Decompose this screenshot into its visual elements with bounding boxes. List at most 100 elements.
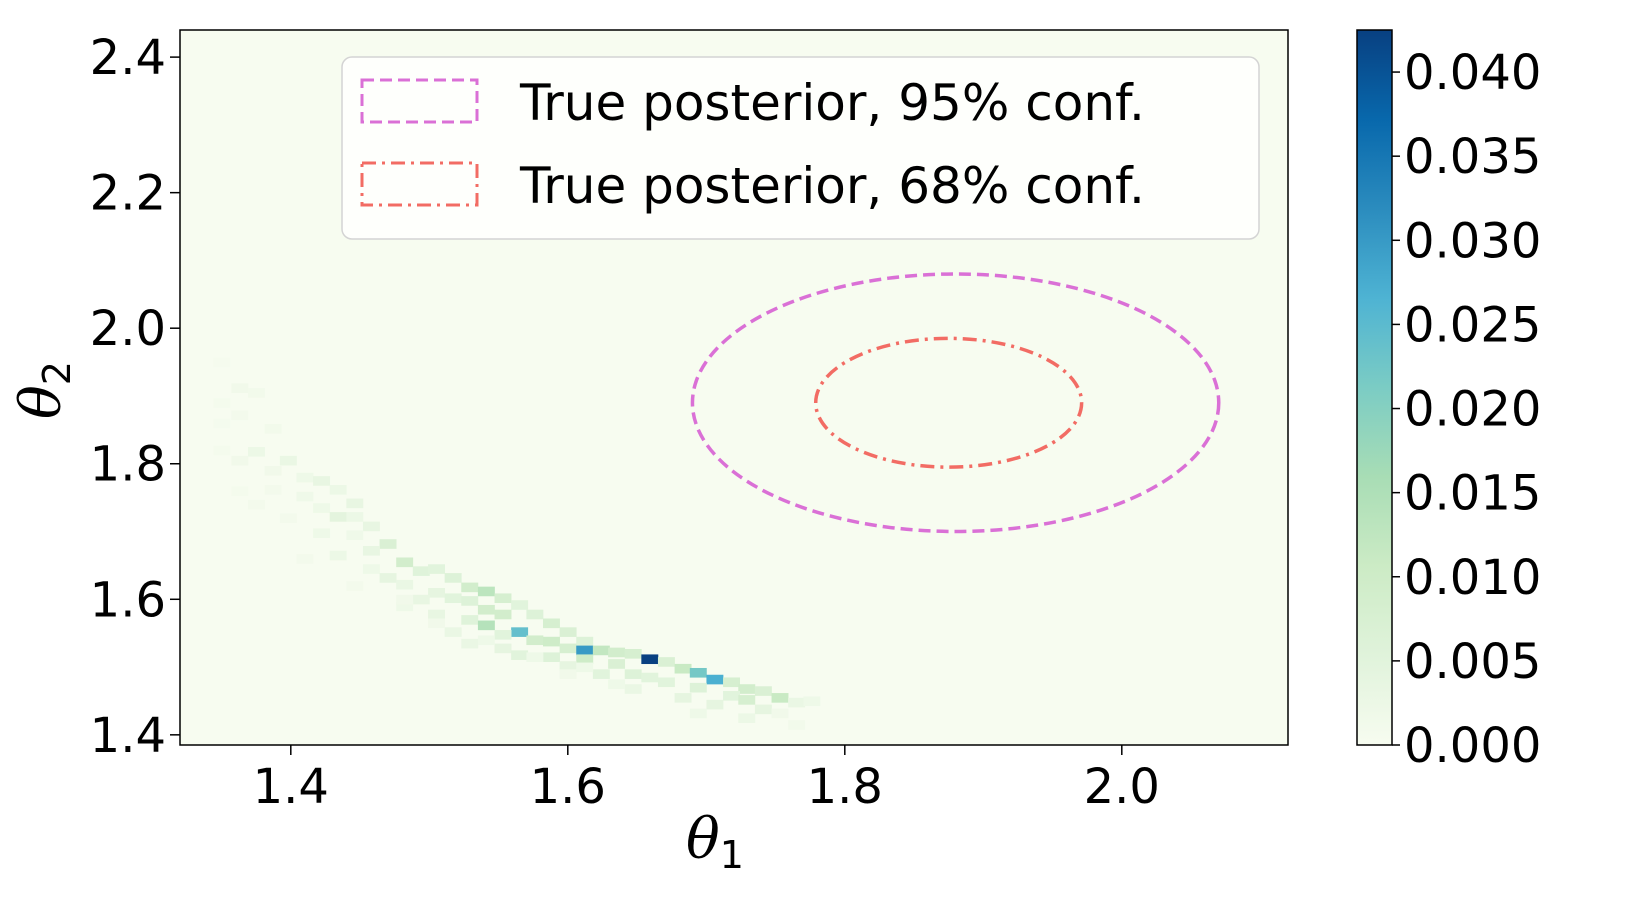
- heatmap-cell: [543, 618, 560, 629]
- heatmap-cell: [477, 620, 495, 631]
- heatmap-cell: [396, 557, 414, 568]
- heatmap-cell: [428, 564, 445, 574]
- legend-label-68: True posterior, 68% conf.: [519, 157, 1145, 215]
- heatmap-cell: [526, 609, 544, 620]
- heatmap-cell: [231, 455, 249, 466]
- heatmap-cell: [379, 539, 397, 549]
- heatmap-cell: [279, 513, 297, 524]
- heatmap-cell: [362, 564, 380, 574]
- y-tick-label: 1.8: [90, 437, 166, 493]
- heatmap-cell: [738, 695, 756, 705]
- colorbar-tick-label: 0.035: [1404, 129, 1541, 185]
- heatmap-cell: [494, 593, 512, 604]
- heatmap-cell: [396, 601, 414, 612]
- heatmap-cell: [428, 588, 445, 598]
- heatmap-cell: [657, 657, 675, 667]
- contour-lines: [690, 272, 1221, 534]
- colorbar-tick-label: 0.000: [1404, 718, 1541, 774]
- heatmap-cell: [296, 491, 314, 502]
- heatmap-cells: [213, 357, 821, 730]
- heatmap-cell: [329, 512, 347, 522]
- legend: True posterior, 95% conf. True posterior…: [341, 56, 1260, 240]
- heatmap-cell: [494, 609, 512, 620]
- heatmap-cell: [477, 604, 495, 615]
- heatmap-cell: [689, 667, 707, 678]
- heatmap-cell: [494, 630, 512, 640]
- x-axis-ticks: 1.4 1.6 1.8 2.0: [253, 745, 1160, 815]
- heatmap-cell: [362, 521, 380, 532]
- heatmap-cell: [723, 691, 740, 701]
- colorbar-tick-label: 0.005: [1404, 634, 1541, 690]
- colorbar-tick-label: 0.025: [1404, 297, 1541, 353]
- heatmap-cell: [608, 679, 626, 690]
- heatmap-cell: [396, 579, 414, 590]
- heatmap-cell: [543, 636, 560, 647]
- colorbar: [1356, 29, 1393, 746]
- heatmap-cell: [738, 684, 756, 694]
- heatmap-cell: [362, 545, 380, 556]
- heatmap-cell: [592, 669, 610, 679]
- heatmap-cell: [803, 696, 821, 707]
- heatmap-cell: [477, 635, 495, 646]
- heatmap-cell: [213, 418, 231, 429]
- heatmap-cell: [608, 659, 626, 669]
- heatmap-cell: [641, 654, 659, 665]
- heatmap-cell: [461, 615, 479, 625]
- heatmap-cell: [723, 677, 740, 688]
- heatmap-cell: [477, 586, 495, 597]
- colorbar-tick-label: 0.040: [1404, 45, 1541, 101]
- y-axis-ticks: 1.4 1.6 1.8 2.0 2.2 2.4: [90, 30, 180, 764]
- heatmap-cell: [213, 445, 231, 456]
- heatmap-cell: [754, 686, 772, 696]
- legend-label-95: True posterior, 95% conf.: [519, 74, 1145, 132]
- heatmap-cell: [313, 503, 331, 513]
- heatmap-cell: [264, 484, 282, 495]
- heatmap-cell: [346, 530, 364, 541]
- colorbar-tick-label: 0.030: [1404, 213, 1541, 269]
- heatmap-cell: [329, 550, 347, 561]
- heatmap-cell: [511, 627, 529, 637]
- heatmap-cell: [346, 581, 364, 591]
- heatmap-cell: [313, 528, 331, 538]
- heatmap-cell: [771, 693, 789, 703]
- heatmap-cell: [379, 573, 397, 583]
- heatmap-cell: [329, 484, 347, 495]
- contour-95: [690, 272, 1221, 534]
- heatmap-cell: [296, 472, 314, 483]
- legend-swatch-95: [360, 78, 479, 124]
- heatmap-cell: [444, 627, 462, 637]
- heatmap-cell: [444, 593, 462, 604]
- heatmap-cell: [706, 699, 724, 710]
- heatmap-cell: [264, 466, 282, 476]
- heatmap-cell: [231, 486, 249, 496]
- heatmap-cell: [543, 652, 560, 662]
- heatmap-cell: [674, 663, 692, 674]
- heatmap-cell: [689, 682, 707, 693]
- x-tick-label: 1.6: [530, 759, 606, 815]
- contour-68: [813, 336, 1084, 469]
- x-tick-label: 1.8: [807, 759, 883, 815]
- heatmap-cell: [624, 684, 642, 694]
- legend-frame: [341, 56, 1260, 240]
- heatmap-cell: [771, 708, 789, 719]
- heatmap-cell: [213, 357, 231, 368]
- heatmap-cell: [412, 566, 430, 576]
- heatmap-cell: [444, 573, 462, 583]
- heatmap-cell: [346, 512, 364, 522]
- heatmap-cell: [396, 594, 414, 605]
- heatmap-cell: [248, 499, 265, 510]
- colorbar-tick-label: 0.010: [1404, 550, 1541, 606]
- heatmap-cell: [624, 649, 642, 659]
- y-tick-label: 2.4: [90, 30, 166, 86]
- y-tick-label: 1.4: [90, 708, 166, 764]
- heatmap-cell: [754, 704, 772, 715]
- heatmap-cell: [231, 383, 249, 393]
- heatmap-cell: [526, 635, 544, 646]
- heatmap-cell: [738, 713, 756, 723]
- colorbar-tick-label: 0.020: [1404, 382, 1541, 438]
- heatmap-cell: [559, 627, 577, 637]
- heatmap-cell: [592, 645, 610, 656]
- plot-frame: [179, 29, 1289, 746]
- colorbar-tick-label: 0.015: [1404, 466, 1541, 522]
- heatmap-cell: [231, 410, 249, 421]
